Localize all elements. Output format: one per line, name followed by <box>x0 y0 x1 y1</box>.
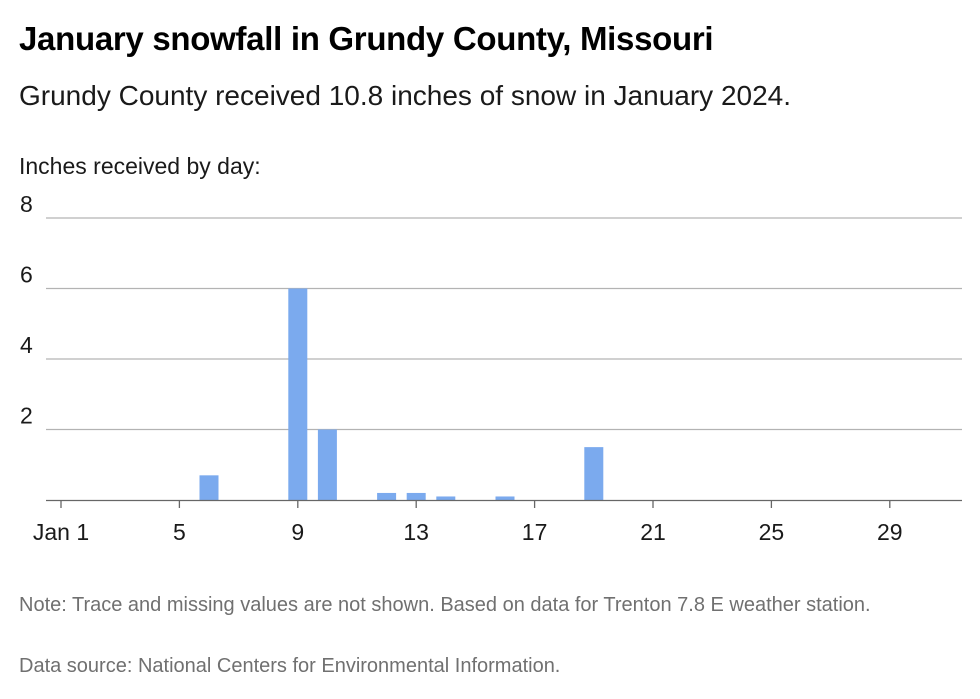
bar <box>317 429 337 500</box>
x-tick-label: 25 <box>759 519 785 545</box>
y-axis-label: Inches received by day: <box>19 153 261 179</box>
x-tick-label: 5 <box>173 519 186 545</box>
x-tick-label: 9 <box>291 519 304 545</box>
y-tick-label: 6 <box>20 262 33 288</box>
y-tick-label: 8 <box>20 195 33 217</box>
x-tick-label: 21 <box>640 519 666 545</box>
chart-title: January snowfall in Grundy County, Misso… <box>19 20 714 57</box>
bar <box>288 288 308 500</box>
x-tick-label: 29 <box>877 519 903 545</box>
bar <box>436 496 456 500</box>
bar <box>406 492 426 500</box>
snowfall-bar-chart: 2 4 6 8 Jan 1 5 9 13 17 21 25 29 <box>20 195 962 545</box>
y-tick-label: 2 <box>20 403 33 429</box>
bar <box>377 492 397 500</box>
bar <box>584 447 604 500</box>
x-tick-label: 13 <box>403 519 429 545</box>
chart-note: Note: Trace and missing values are not s… <box>19 594 871 616</box>
x-tick-label: 17 <box>522 519 548 545</box>
bar <box>199 475 219 500</box>
x-tick-label: Jan 1 <box>33 519 89 545</box>
bar <box>495 496 515 500</box>
data-source: Data source: National Centers for Enviro… <box>19 655 561 677</box>
chart-subtitle: Grundy County received 10.8 inches of sn… <box>19 80 792 111</box>
y-tick-label: 4 <box>20 332 33 358</box>
